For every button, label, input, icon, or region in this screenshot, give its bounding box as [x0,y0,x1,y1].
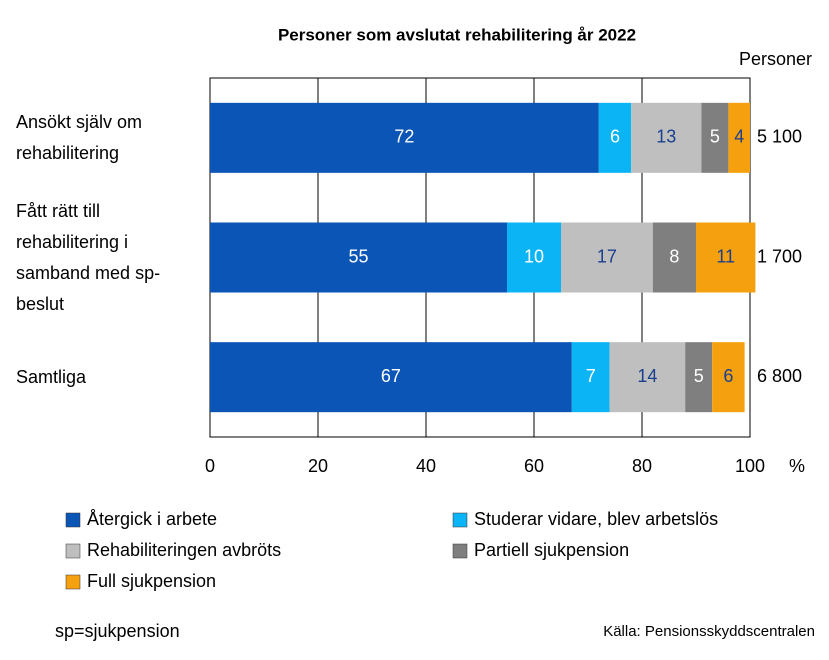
data-label: 10 [524,246,544,266]
bar-segment [210,102,599,173]
x-tick-label: 20 [308,456,328,476]
bar-segment [210,222,507,293]
legend-swatch [65,512,81,528]
x-tick-label: 80 [632,456,652,476]
data-label: 11 [716,246,735,266]
data-label: 67 [381,366,401,386]
total-label: 5 100 [757,127,802,147]
category-label: Ansökt själv om rehabilitering [16,111,143,163]
data-label: 14 [637,366,657,386]
bar-segment [701,102,729,173]
legend-label: Återgick i arbete [87,509,217,529]
legend-label: Full sjukpension [87,571,216,591]
data-label: 6 [610,127,620,147]
category-label: Samtliga [16,366,87,387]
legend-swatch [452,543,468,559]
legend-label: Partiell sjukpension [474,540,629,560]
data-label: 7 [586,366,596,386]
data-label: 4 [734,127,744,147]
data-label: 5 [710,127,720,147]
bar-segment [696,222,756,293]
bar-segment [598,102,632,173]
legend-swatch [65,543,81,559]
bar-segment [712,342,745,413]
bar-segment [685,342,713,413]
source: Källa: Pensionsskyddscentralen [603,623,815,640]
legend-label: Studerar vidare, blev arbetslös [474,509,718,529]
data-label: 17 [597,246,617,266]
bar-segment [561,222,653,293]
total-label: 1 700 [757,246,802,266]
legend-label: Rehabiliteringen avbröts [87,540,281,560]
bar-segment [652,222,696,293]
category-label: Fått rätt till rehabilitering i samband … [16,200,161,314]
bar-segment [631,102,702,173]
x-axis-label: % [789,456,805,476]
data-label: 13 [656,127,676,147]
bar-segment [210,342,572,413]
note: sp=sjukpension [55,621,180,641]
legend-swatch [65,574,81,590]
total-label: 6 800 [757,366,802,386]
data-label: 55 [348,246,368,266]
x-tick-label: 60 [524,456,544,476]
legend-swatch [452,512,468,528]
x-tick-label: 0 [205,456,215,476]
bar-segment [609,342,686,413]
bar-segment [728,102,750,173]
x-tick-label: 100 [735,456,765,476]
data-label: 72 [394,127,414,147]
bar-segment [507,222,561,293]
x-tick-label: 40 [416,456,436,476]
data-label: 6 [723,366,733,386]
totals-header: Personer [739,49,812,69]
chart-title: Personer som avslutat rehabilitering år … [278,25,636,44]
data-label: 8 [669,246,679,266]
data-label: 5 [694,366,704,386]
bar-segment [571,342,610,413]
